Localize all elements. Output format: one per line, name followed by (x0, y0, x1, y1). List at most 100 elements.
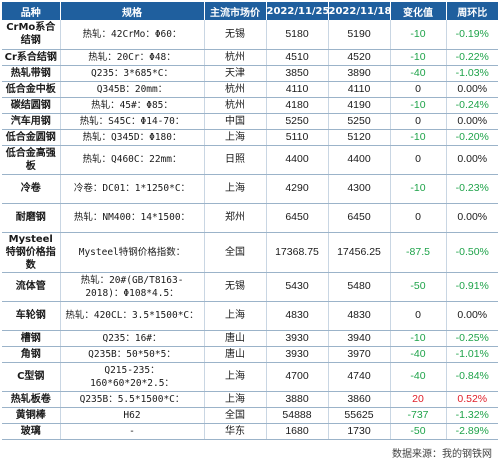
price-current-cell: 5110 (266, 129, 329, 146)
market-cell: 唐山 (204, 330, 267, 347)
week-pct-cell: -0.84% (446, 362, 498, 392)
price-previous-cell: 3970 (328, 346, 391, 363)
change-cell: -40 (390, 65, 447, 82)
table-row: 角钢 Q235B：50*50*5： 唐山 3930 3970 -40 -1.01% (2, 346, 498, 363)
spec-cell: Q235B：50*50*5： (60, 346, 205, 363)
week-pct-cell: -0.23% (446, 174, 498, 204)
variety-cell: 低合金中板 (2, 81, 61, 98)
price-previous-cell: 3940 (328, 330, 391, 347)
price-previous-cell: 5480 (328, 272, 391, 302)
price-current-cell: 54888 (266, 407, 329, 424)
change-cell: 0 (390, 301, 447, 331)
week-pct-cell: -1.03% (446, 65, 498, 82)
variety-cell: CrMo系合结钢 (2, 20, 61, 50)
change-cell: -40 (390, 362, 447, 392)
week-pct-cell: 0.00% (446, 203, 498, 233)
market-cell: 无锡 (204, 272, 267, 302)
table-row: C型钢 Q215-235：160*60*20*2.5： 上海 4700 4740 -40-… (2, 362, 498, 392)
price-current-cell: 1680 (266, 423, 329, 440)
price-current-cell: 4400 (266, 145, 329, 175)
price-current-cell: 4830 (266, 301, 329, 331)
spec-cell: 热轧：42CrMo：Φ60： (60, 20, 205, 50)
spec-cell: Q215-235：160*60*20*2.5： (60, 362, 205, 392)
week-pct-cell: -0.22% (446, 49, 498, 66)
spec-cell: Q345B：20mm： (60, 81, 205, 98)
table-row: 玻璃 - 华东 1680 1730 -50 -2.89% (2, 423, 498, 440)
variety-cell: 碳结圆钢 (2, 97, 61, 114)
price-current-cell: 4110 (266, 81, 329, 98)
spec-cell: 热轧：NM400：14*1500： (60, 203, 205, 233)
change-cell: -10 (390, 174, 447, 204)
market-cell: 上海 (204, 301, 267, 331)
market-cell: 天津 (204, 65, 267, 82)
week-pct-cell: 0.00% (446, 81, 498, 98)
market-cell: 中国 (204, 113, 267, 130)
week-pct-cell: 0.00% (446, 145, 498, 175)
week-pct-cell: -0.25% (446, 330, 498, 347)
week-pct-cell: -0.20% (446, 129, 498, 146)
price-current-cell: 4290 (266, 174, 329, 204)
week-pct-cell: 0.52% (446, 391, 498, 408)
price-previous-cell: 4830 (328, 301, 391, 331)
table-row: 低合金高强板 热轧：Q460C：22mm： 日照 4400 4400 0 0.00% (2, 145, 498, 175)
week-pct-cell: -0.50% (446, 232, 498, 273)
variety-cell: 黄铜棒 (2, 407, 61, 424)
variety-cell: C型钢 (2, 362, 61, 392)
spec-cell: 热轧：Q460C：22mm： (60, 145, 205, 175)
header-week-pct: 周环比 (446, 2, 498, 20)
price-current-cell: 17368.75 (266, 232, 329, 273)
table-row: CrMo系合结钢 热轧：42CrMo：Φ60： 无锡 5180 5190 -10 -0.19… (2, 20, 498, 50)
market-cell: 杭州 (204, 97, 267, 114)
week-pct-cell: 0.00% (446, 301, 498, 331)
week-pct-cell: -0.91% (446, 272, 498, 302)
price-previous-cell: 4300 (328, 174, 391, 204)
header-date-previous: 2022/11/18 (328, 2, 391, 20)
price-previous-cell: 55625 (328, 407, 391, 424)
spec-cell: Mysteel特钢价格指数： (60, 232, 205, 273)
price-previous-cell: 17456.25 (328, 232, 391, 273)
variety-cell: 角钢 (2, 346, 61, 363)
change-cell: -737 (390, 407, 447, 424)
variety-cell: 耐磨钢 (2, 203, 61, 233)
variety-cell: Mysteel特钢价格指数 (2, 232, 61, 273)
spec-cell: 热轧：20#(GB/T8163-2018)：Φ108*4.5： (60, 272, 205, 302)
change-cell: -40 (390, 346, 447, 363)
market-cell: 华东 (204, 423, 267, 440)
change-cell: -87.5 (390, 232, 447, 273)
spec-cell: - (60, 423, 205, 440)
market-cell: 杭州 (204, 81, 267, 98)
table-row: 槽钢 Q235：16#： 唐山 3930 3940 -10 -0.25% (2, 330, 498, 347)
week-pct-cell: -2.89% (446, 423, 498, 440)
variety-cell: 热轧板卷 (2, 391, 61, 408)
price-previous-cell: 4400 (328, 145, 391, 175)
header-market: 主流市场价 (204, 2, 267, 20)
week-pct-cell: 0.00% (446, 113, 498, 130)
price-previous-cell: 4110 (328, 81, 391, 98)
market-cell: 无锡 (204, 20, 267, 50)
spec-cell: 热轧：Q345D：Φ180： (60, 129, 205, 146)
spec-cell: Q235：3*685*C： (60, 65, 205, 82)
price-current-cell: 5250 (266, 113, 329, 130)
variety-cell: 流体管 (2, 272, 61, 302)
table-header-row: 品种 规格 主流市场价 2022/11/25 2022/11/18 变化值 周环… (2, 2, 498, 20)
price-previous-cell: 5120 (328, 129, 391, 146)
change-cell: -10 (390, 20, 447, 50)
variety-cell: 低合金高强板 (2, 145, 61, 175)
change-cell: -10 (390, 129, 447, 146)
market-cell: 日照 (204, 145, 267, 175)
price-current-cell: 3880 (266, 391, 329, 408)
data-source-note: 数据来源：我的钢铁网 (392, 449, 492, 460)
price-previous-cell: 4520 (328, 49, 391, 66)
price-previous-cell: 1730 (328, 423, 391, 440)
table-row: 热轧带钢 Q235：3*685*C： 天津 3850 3890 -40 -1.03% (2, 65, 498, 82)
change-cell: 0 (390, 113, 447, 130)
week-pct-cell: -0.24% (446, 97, 498, 114)
spec-cell: H62 (60, 407, 205, 424)
header-date-current: 2022/11/25 (266, 2, 329, 20)
change-cell: -50 (390, 423, 447, 440)
variety-cell: 玻璃 (2, 423, 61, 440)
table-row: 碳结圆钢 热轧：45#：Φ85： 杭州 4180 4190 -10 -0.24% (2, 97, 498, 114)
price-current-cell: 4180 (266, 97, 329, 114)
table-row: Mysteel特钢价格指数 Mysteel特钢价格指数： 全国 17368.75 174… (2, 232, 498, 273)
